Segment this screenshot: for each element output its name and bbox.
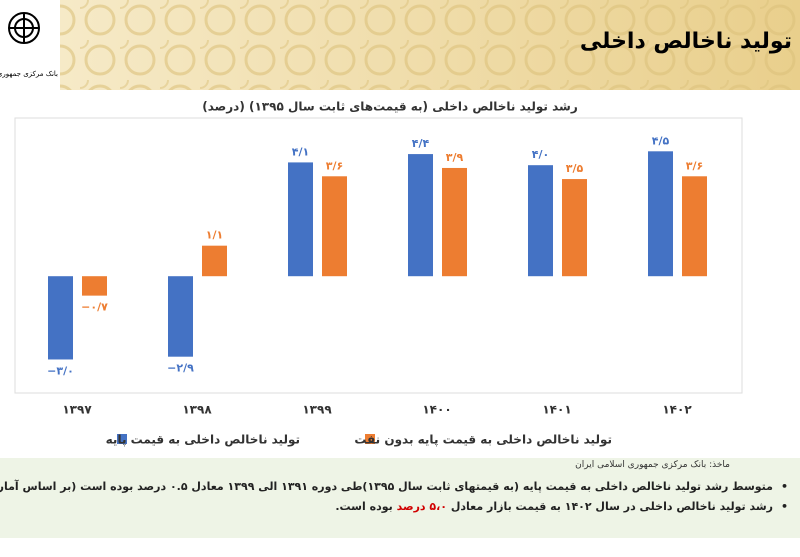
- bullet: متوسط رشد تولید ناخالص داخلی به قیمت پای…: [0, 480, 788, 493]
- legend-label: تولید ناخالص داخلی به قیمت پایه بدون نفت: [354, 433, 612, 448]
- value-label: −۳/۰: [47, 364, 74, 377]
- x-tick-label: ۱۴۰۲: [662, 403, 692, 417]
- header-pattern: [0, 0, 800, 90]
- bar: [168, 276, 193, 357]
- logo-text: بانک مرکزی جمهوری اسلامی ایران: [0, 70, 58, 78]
- x-tick-label: ۱۴۰۱: [542, 403, 571, 417]
- bar: [442, 167, 467, 277]
- bar: [528, 165, 553, 277]
- x-tick-label: ۱۳۹۸: [182, 403, 212, 417]
- bar: [562, 179, 587, 277]
- bar: [288, 162, 313, 277]
- legend-label: تولید ناخالص داخلی به قیمت پایه: [106, 433, 300, 448]
- bullet: رشد تولید ناخالص داخلی در سال ۱۴۰۲ به قی…: [335, 500, 788, 513]
- chart-title: رشد تولید ناخالص داخلی (به قیمت‌های ثابت…: [202, 100, 578, 115]
- value-label: ۳/۶: [326, 159, 343, 172]
- value-label: ۴/۱: [292, 145, 309, 158]
- value-label: −۲/۹: [167, 362, 194, 375]
- bar: [408, 154, 433, 277]
- bullet-highlight: ۵،۰ درصد: [396, 500, 448, 513]
- bar: [82, 276, 107, 296]
- value-label: ۳/۵: [566, 162, 584, 175]
- value-label: ۴/۰: [532, 148, 549, 161]
- bullet-text: بوده است.: [335, 500, 393, 513]
- bar: [202, 245, 227, 277]
- x-tick-label: ۱۴۰۰: [422, 403, 451, 417]
- value-label: ۴/۵: [652, 134, 670, 147]
- x-tick-label: ۱۳۹۷: [62, 403, 92, 417]
- source: ماخذ: بانک مرکزی جمهوری اسلامی ایران: [575, 460, 730, 470]
- logo: [8, 12, 40, 44]
- notes: ماخذ: بانک مرکزی جمهوری اسلامی ایران متو…: [0, 458, 800, 538]
- bar: [48, 276, 73, 360]
- bar: [648, 151, 673, 277]
- bullet-text: رشد تولید ناخالص داخلی در سال ۱۴۰۲ به قی…: [450, 500, 773, 513]
- value-label: ۱/۱: [206, 229, 223, 242]
- bar: [682, 176, 707, 277]
- value-label: ۳/۶: [686, 159, 703, 172]
- value-label: −۰/۷: [81, 301, 108, 314]
- value-label: ۴/۴: [412, 137, 430, 150]
- bar: [322, 176, 347, 277]
- x-tick-label: ۱۳۹۹: [302, 403, 332, 417]
- value-label: ۳/۹: [446, 151, 464, 164]
- page-title: تولید ناخالص داخلی: [580, 29, 792, 54]
- legend-swatch: [117, 434, 127, 444]
- plot-frame: [14, 117, 743, 394]
- legend-swatch: [365, 434, 375, 444]
